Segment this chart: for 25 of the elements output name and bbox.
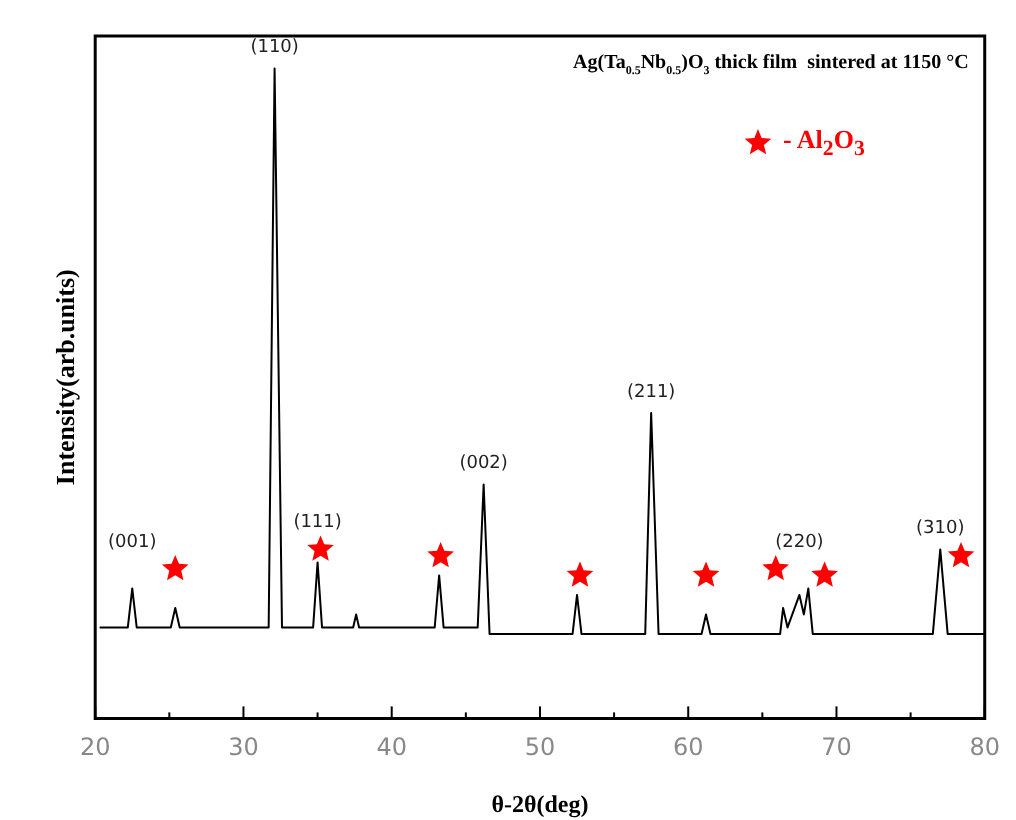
x-tick-label: 20 [79,733,111,762]
annotation: (310) [916,519,965,540]
point [307,535,334,561]
point [811,561,838,587]
point [947,541,975,568]
x-axis-title: θ-2θ(deg) [491,789,589,818]
annotation: (220) [775,532,824,553]
annotation: (211) [626,382,676,403]
x-tick-label: 70 [821,733,852,762]
point [427,541,454,568]
y-axis-title: Intensity(arb.units) [50,269,81,486]
point [566,561,594,587]
x-tick-label: 80 [969,733,1001,762]
annotation: (110) [250,38,299,59]
x-tick-label: 60 [672,733,704,762]
x-tick-label: 30 [228,733,259,762]
point [762,554,790,581]
x-tick-label: 50 [524,733,556,762]
point [161,554,189,581]
legend-label: - Al$_{2}$O$_{3}$ [783,124,865,162]
point [692,561,720,587]
annotation: (002) [459,454,508,475]
x-tick-label: 40 [376,733,407,762]
annotation: (111) [293,513,342,534]
annotation: (001) [108,532,157,553]
